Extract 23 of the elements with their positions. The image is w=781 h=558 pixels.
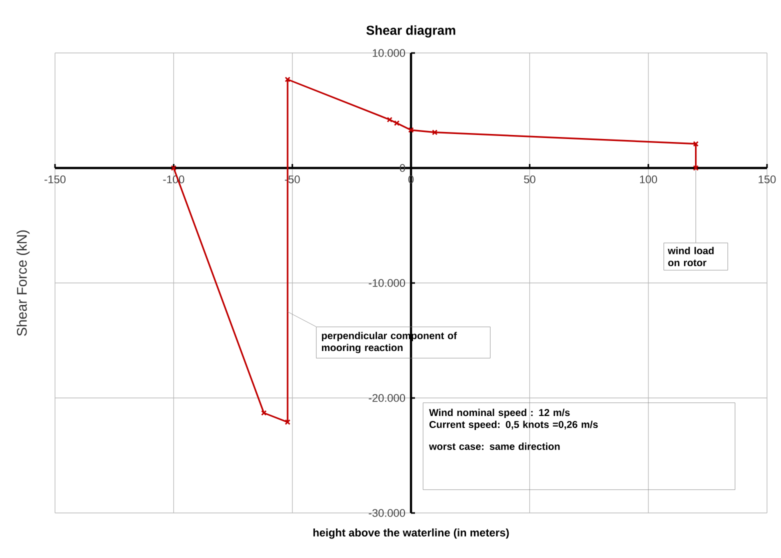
- annotation: Current speed: 0,5 knots =0,26 m/s: [429, 420, 598, 430]
- point: [284, 76, 290, 82]
- point: [284, 419, 290, 425]
- y-tick-label: -10.000: [368, 279, 406, 287]
- point: [408, 127, 414, 133]
- y-tick-label: 10.000: [372, 49, 406, 57]
- y-tick-label: -30.000: [368, 509, 406, 517]
- x-tick-label: 150: [758, 176, 776, 184]
- x-tick-label: 100: [640, 176, 658, 184]
- y-axis-title: Shear Force (kN): [16, 230, 30, 336]
- annotation: worst case: same direction: [429, 442, 560, 450]
- point: [394, 120, 400, 126]
- point: [386, 116, 392, 122]
- annotation: Wind nominal speed : 12 m/s: [429, 408, 570, 418]
- x-tick-label: 50: [524, 176, 536, 184]
- y-tick-label: -20.000: [368, 394, 406, 402]
- point: [261, 410, 267, 416]
- x-tick-label: -150: [44, 176, 66, 184]
- annotation: wind load on rotor: [668, 246, 714, 266]
- point: [432, 130, 438, 136]
- x-axis-title: height above the waterline (in meters): [313, 528, 509, 539]
- chart-title: Shear diagram: [366, 25, 456, 38]
- point: [692, 141, 699, 147]
